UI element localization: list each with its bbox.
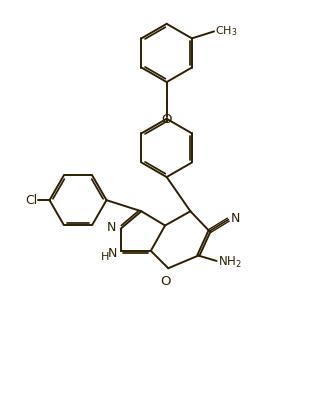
Text: O: O (162, 113, 172, 126)
Text: N: N (107, 247, 117, 260)
Text: NH$_2$: NH$_2$ (218, 255, 242, 270)
Text: N: N (107, 221, 116, 234)
Text: Cl: Cl (25, 194, 37, 206)
Text: CH$_3$: CH$_3$ (215, 24, 238, 38)
Text: O: O (161, 275, 171, 288)
Text: N: N (231, 212, 240, 225)
Text: H: H (101, 252, 109, 262)
